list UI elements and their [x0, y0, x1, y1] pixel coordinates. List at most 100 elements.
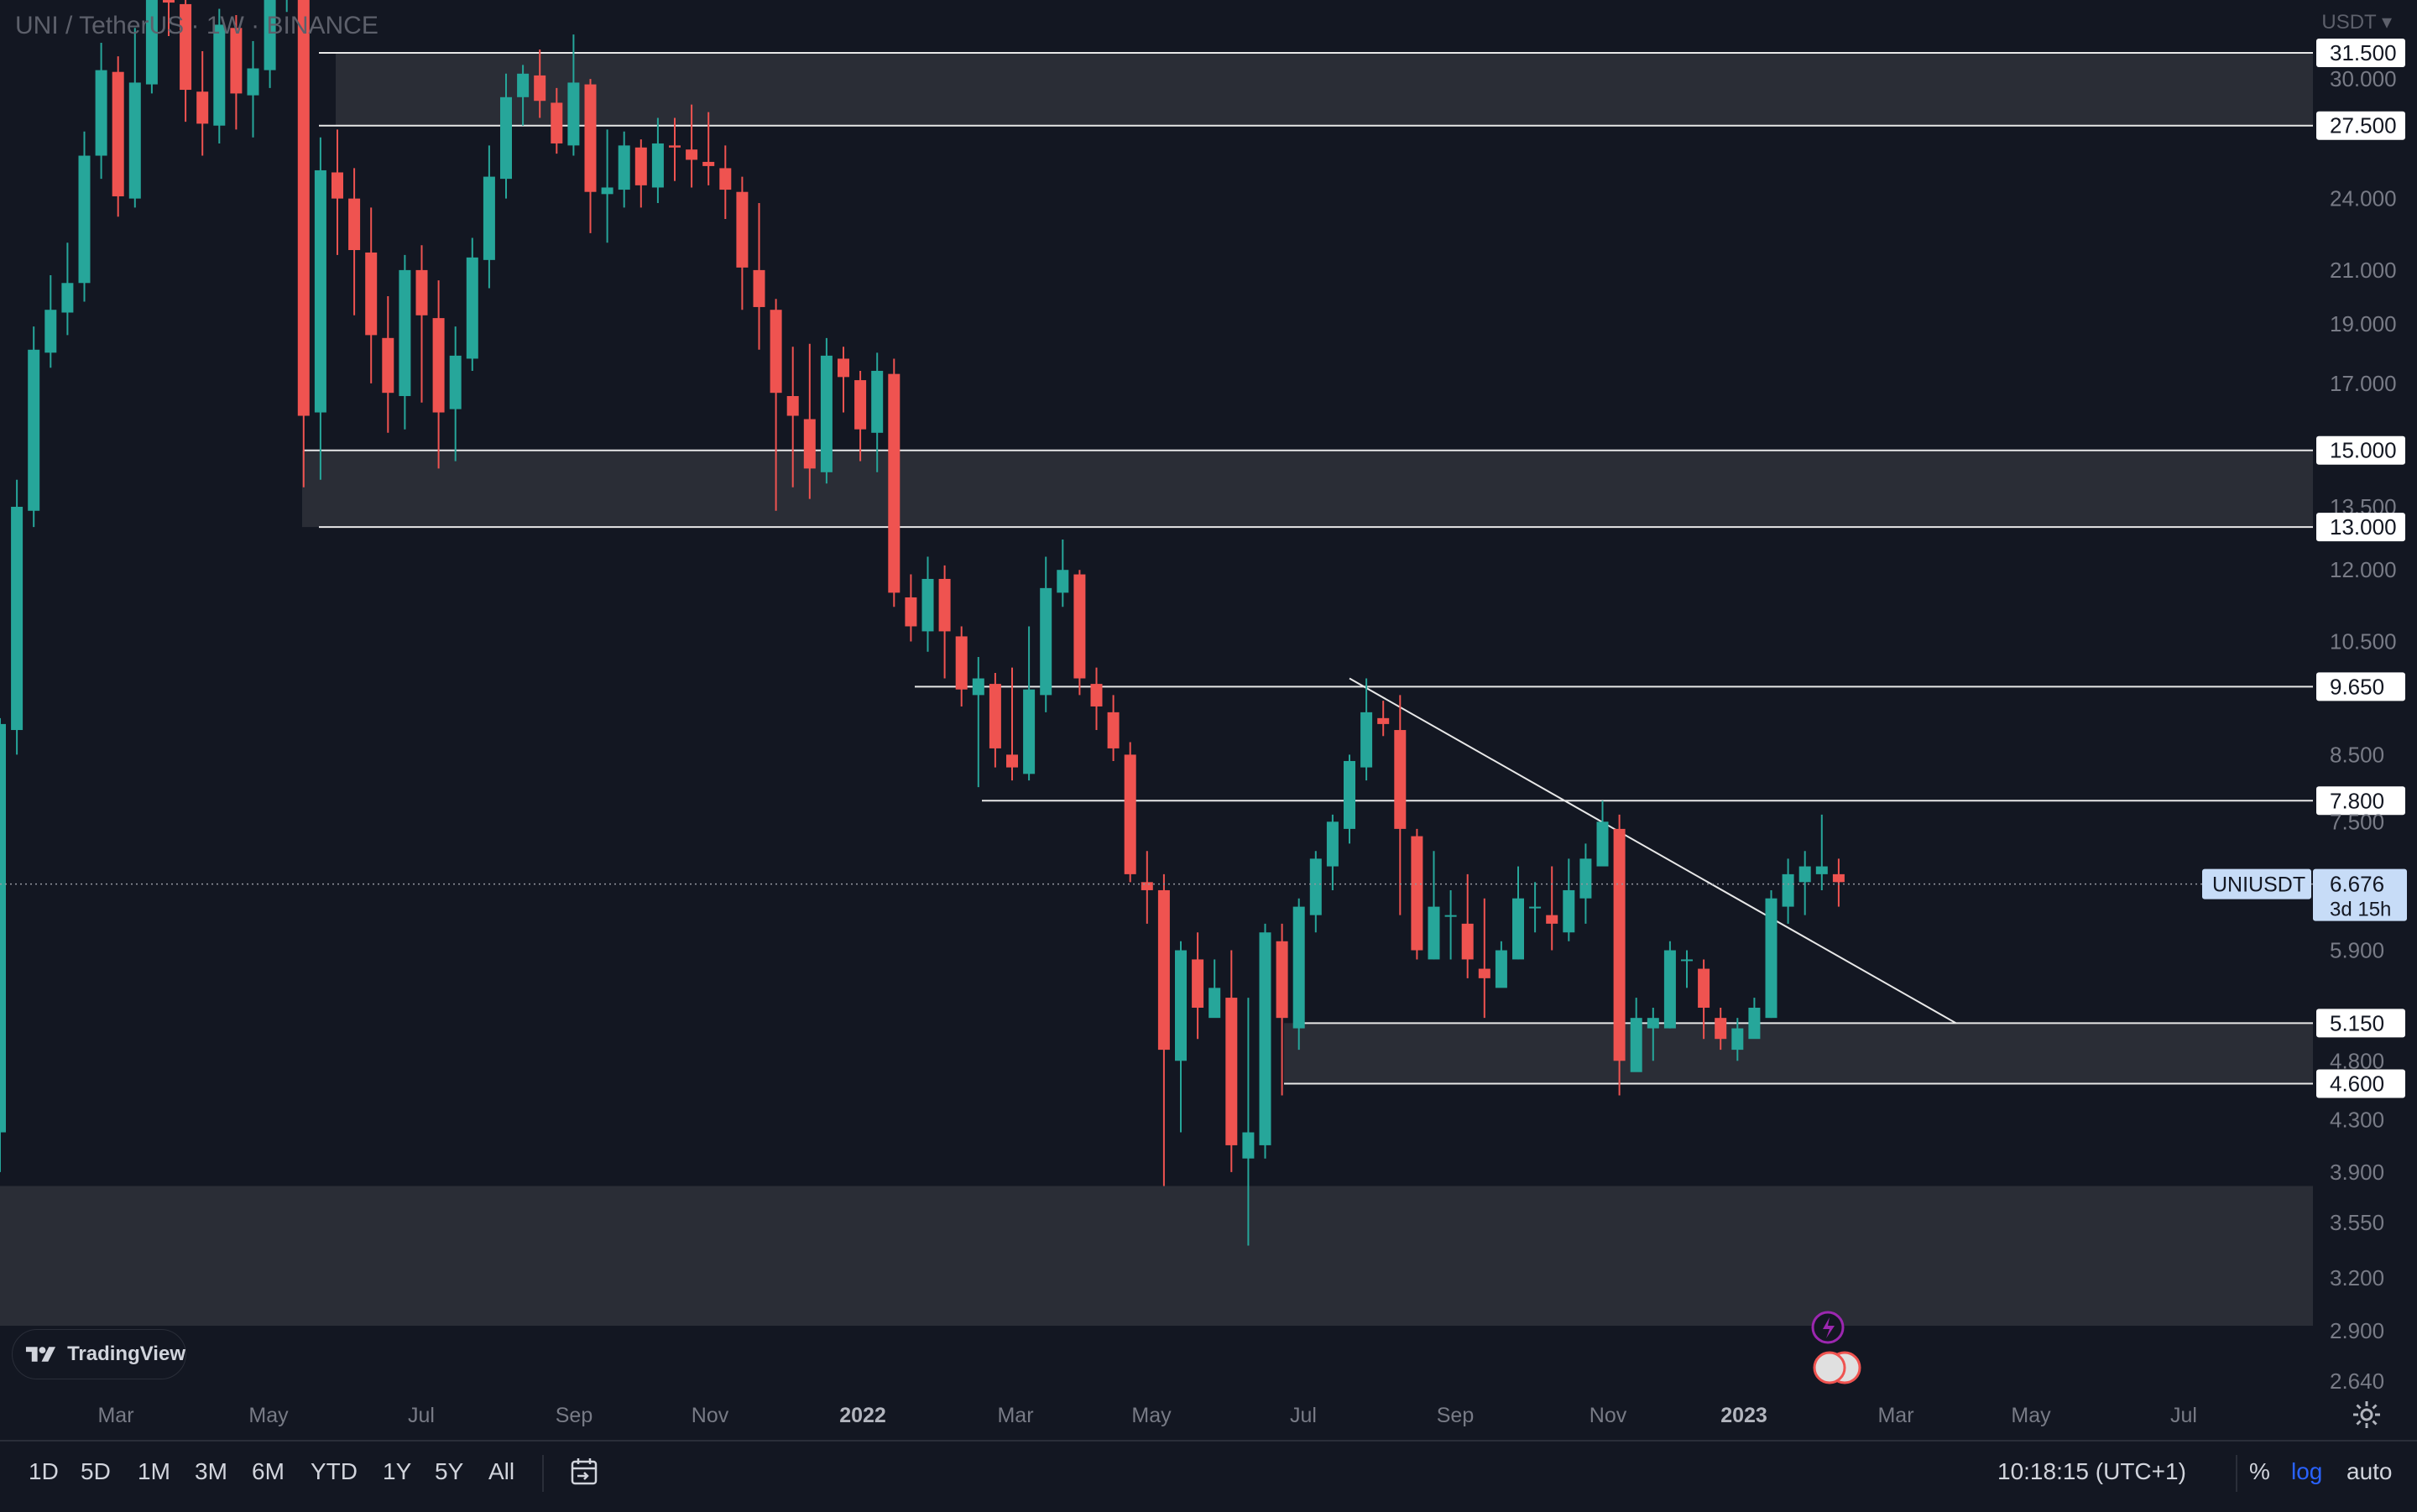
- candle-body[interactable]: [1141, 882, 1153, 890]
- candle-body[interactable]: [382, 337, 394, 394]
- candle-body[interactable]: [1478, 968, 1490, 978]
- candle-body[interactable]: [78, 155, 91, 284]
- candle-body[interactable]: [1546, 915, 1558, 924]
- candle-body[interactable]: [128, 82, 141, 199]
- candle-body[interactable]: [1107, 712, 1120, 748]
- candle-body[interactable]: [1006, 754, 1018, 768]
- candle-body[interactable]: [1377, 717, 1390, 724]
- candle-body[interactable]: [1040, 587, 1052, 696]
- candle-body[interactable]: [601, 187, 613, 195]
- candle-body[interactable]: [803, 419, 816, 469]
- candle-body[interactable]: [1715, 1018, 1727, 1040]
- candle-body[interactable]: [1073, 574, 1086, 679]
- candle-body[interactable]: [1309, 858, 1322, 915]
- candle-body[interactable]: [972, 678, 984, 696]
- candle-body[interactable]: [1208, 988, 1221, 1019]
- candle-body[interactable]: [1782, 873, 1794, 907]
- candle-body[interactable]: [1242, 1132, 1255, 1159]
- candle-body[interactable]: [11, 507, 23, 731]
- auto-scale-button[interactable]: auto: [2347, 1458, 2393, 1484]
- candle-body[interactable]: [634, 147, 647, 185]
- candle-body[interactable]: [1428, 906, 1440, 960]
- range-1m-button[interactable]: 1M: [138, 1458, 170, 1484]
- candle-body[interactable]: [1698, 968, 1710, 1009]
- candle-body[interactable]: [297, 0, 310, 416]
- candle-body[interactable]: [1360, 712, 1373, 768]
- candle-body[interactable]: [1529, 906, 1542, 909]
- candle-body[interactable]: [736, 191, 749, 268]
- candle-body[interactable]: [686, 149, 698, 160]
- candle-body[interactable]: [1563, 889, 1575, 933]
- candle-body[interactable]: [938, 578, 951, 632]
- candle-body[interactable]: [534, 75, 546, 102]
- candle-body[interactable]: [1344, 760, 1355, 829]
- candle-body[interactable]: [1326, 821, 1339, 867]
- candle-body[interactable]: [1023, 689, 1036, 774]
- candle-body[interactable]: [247, 68, 259, 96]
- candle-body[interactable]: [871, 370, 884, 433]
- trendline[interactable]: [1349, 677, 1957, 1025]
- candle-body[interactable]: [905, 597, 917, 627]
- candle-body[interactable]: [1057, 570, 1069, 593]
- candle-body[interactable]: [786, 396, 799, 416]
- candle-body[interactable]: [483, 176, 495, 260]
- candle-body[interactable]: [44, 310, 57, 353]
- candle-body[interactable]: [1394, 730, 1407, 829]
- candle-body[interactable]: [1613, 828, 1626, 1061]
- candle-body[interactable]: [415, 269, 428, 315]
- candle-body[interactable]: [348, 198, 361, 251]
- candle-body[interactable]: [1411, 836, 1423, 951]
- candle-body[interactable]: [989, 684, 1001, 748]
- percent-scale-button[interactable]: %: [2249, 1458, 2270, 1484]
- candle-body[interactable]: [230, 28, 243, 94]
- candle-body[interactable]: [1731, 1028, 1744, 1051]
- candle-body[interactable]: [1596, 821, 1609, 867]
- candle-body[interactable]: [1832, 873, 1845, 883]
- candle-body[interactable]: [770, 310, 782, 394]
- candle-body[interactable]: [449, 355, 462, 409]
- candle-body[interactable]: [1495, 950, 1507, 988]
- candle-body[interactable]: [61, 283, 74, 313]
- candle-body[interactable]: [213, 24, 226, 126]
- candle-body[interactable]: [163, 0, 175, 3]
- candle-body[interactable]: [618, 145, 630, 190]
- candle-body[interactable]: [1765, 898, 1778, 1019]
- candle-body[interactable]: [753, 269, 765, 307]
- candle-body[interactable]: [1815, 866, 1828, 874]
- candle-body[interactable]: [1225, 998, 1238, 1145]
- candle-body[interactable]: [1157, 889, 1170, 1051]
- candle-body[interactable]: [551, 102, 563, 143]
- candle-body[interactable]: [432, 318, 445, 413]
- candle-body[interactable]: [145, 0, 158, 85]
- range-1d-button[interactable]: 1D: [29, 1458, 59, 1484]
- candle-body[interactable]: [651, 143, 664, 188]
- candle-body[interactable]: [1748, 1008, 1761, 1040]
- range-3m-button[interactable]: 3M: [195, 1458, 227, 1484]
- range-ytd-button[interactable]: YTD: [311, 1458, 358, 1484]
- candle-body[interactable]: [1512, 898, 1524, 960]
- candle-body[interactable]: [1124, 754, 1136, 874]
- candle-body[interactable]: [1292, 906, 1305, 1029]
- candle-body[interactable]: [28, 349, 40, 511]
- currency-selector[interactable]: USDT ▾: [2321, 11, 2392, 34]
- log-scale-button[interactable]: log: [2291, 1458, 2323, 1484]
- range-5d-button[interactable]: 5D: [81, 1458, 111, 1484]
- candle-body[interactable]: [264, 0, 276, 70]
- candle-body[interactable]: [1192, 959, 1204, 1009]
- clock-display[interactable]: 10:18:15 (UTC+1): [1997, 1458, 2186, 1484]
- candle-body[interactable]: [1681, 959, 1693, 962]
- candle-body[interactable]: [180, 3, 192, 91]
- settings-gear-icon[interactable]: [2352, 1400, 2382, 1430]
- range-6m-button[interactable]: 6M: [252, 1458, 285, 1484]
- candle-body[interactable]: [838, 358, 849, 378]
- candle-body[interactable]: [1663, 950, 1676, 1029]
- candle-body[interactable]: [719, 168, 732, 190]
- candle-body[interactable]: [1647, 1018, 1659, 1029]
- range-5y-button[interactable]: 5Y: [435, 1458, 464, 1484]
- range-all-button[interactable]: All: [488, 1458, 515, 1484]
- candle-body[interactable]: [955, 636, 968, 690]
- candle-body[interactable]: [399, 269, 411, 397]
- candle-body[interactable]: [1444, 915, 1457, 917]
- candle-body[interactable]: [0, 723, 6, 1133]
